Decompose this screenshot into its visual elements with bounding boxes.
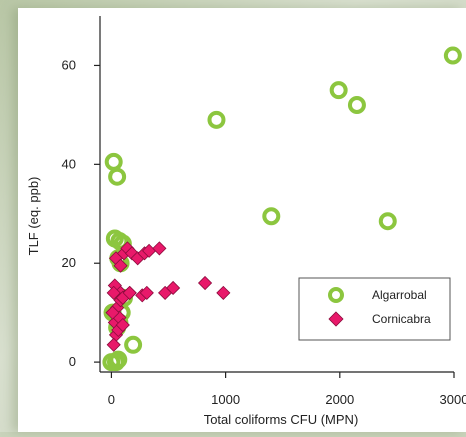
ticks: 0 1000 2000 3000 0 20 40 60 (62, 57, 466, 407)
y-tick-label: 0 (69, 354, 76, 369)
point-cornicabra (115, 317, 130, 333)
point-algarrobal (347, 96, 366, 114)
point-cornicabra (105, 305, 120, 320)
legend-marker-algarrobal (328, 287, 344, 303)
point-cornicabra (113, 258, 128, 273)
legend: Algarrobal Cornicabra (298, 277, 451, 341)
point-cornicabra (216, 285, 231, 300)
point-algarrobal (104, 152, 123, 171)
axes (99, 16, 454, 373)
scatter-chart: 0 1000 2000 3000 0 20 40 60 Total coliforms CFU… (26, 16, 466, 427)
point-cornicabra (197, 275, 213, 291)
x-tick-label: 3000 (440, 392, 466, 407)
y-tick-label: 40 (62, 156, 76, 171)
y-tick-label: 20 (62, 255, 76, 270)
point-algarrobal (378, 212, 397, 231)
point-algarrobal (207, 110, 226, 129)
point-algarrobal (329, 81, 348, 100)
x-tick-label: 2000 (325, 392, 354, 407)
y-axis-label: TLF (eq. ppb) (26, 177, 41, 256)
x-tick-label: 1000 (211, 392, 240, 407)
legend-marker-cornicabra (328, 311, 344, 327)
legend-label-cornicabra: Cornicabra (372, 312, 431, 326)
x-axis-label: Total coliforms CFU (MPN) (204, 412, 359, 427)
point-cornicabra (106, 337, 121, 352)
data-points (102, 46, 462, 372)
point-cornicabra (106, 285, 121, 300)
y-tick-label: 60 (62, 57, 76, 72)
chart-panel: 0 1000 2000 3000 0 20 40 60 Total coliforms CFU… (18, 8, 466, 432)
point-algarrobal (109, 350, 128, 369)
legend-box (298, 277, 451, 341)
x-tick-label: 0 (108, 392, 115, 407)
point-cornicabra (166, 280, 181, 296)
legend-label-algarrobal: Algarrobal (372, 288, 427, 302)
point-cornicabra (139, 285, 154, 300)
point-cornicabra (152, 241, 167, 256)
point-algarrobal (124, 335, 143, 354)
point-algarrobal (443, 46, 462, 65)
point-algarrobal (262, 207, 281, 226)
point-algarrobal (108, 167, 127, 186)
point-cornicabra (122, 285, 137, 300)
